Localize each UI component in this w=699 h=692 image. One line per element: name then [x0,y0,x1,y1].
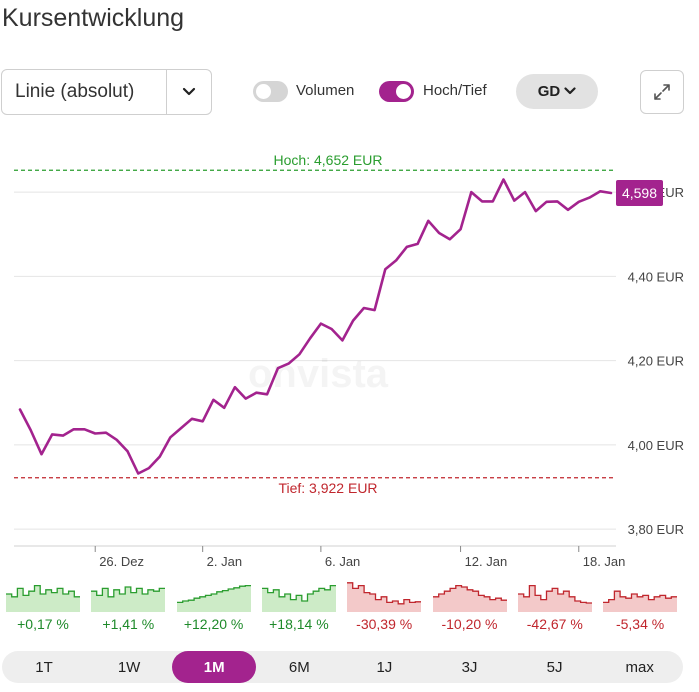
page-title: Kursentwicklung [2,4,185,32]
sparkline-area [432,585,507,612]
sparkline-line [176,584,251,604]
sparkline [347,582,422,612]
sparkline-line [517,584,592,604]
range-button-max[interactable]: max [625,658,654,676]
range-button-6m[interactable]: 6M [288,658,310,676]
performance-row: +0,17 % +1,41 % +12,20 % +18,14 % -30,39 % -1… [0,578,699,638]
volume-toggle-label: Volumen [296,82,355,99]
y-tick-label: 3,80 EUR [628,522,684,537]
range-button-1j[interactable]: 1J [376,658,393,676]
performance-item[interactable]: +12,20 % [176,578,251,638]
chart-type-select[interactable]: Linie (absolut) [1,69,212,115]
sparkline-line [347,582,422,605]
chevron-down-icon [564,87,576,95]
x-tick-label: 18. Jan [583,554,626,569]
performance-value: +12,20 % [183,616,244,632]
highlow-toggle[interactable] [379,81,414,102]
performance-value: -10,20 % [441,616,498,632]
range-button-1w[interactable]: 1W [117,658,141,676]
toggle-knob [396,84,411,99]
range-button-1t[interactable]: 1T [35,658,53,676]
sparkline [6,584,80,612]
range-button-3j[interactable]: 3J [461,658,478,676]
chart-type-value: Linie (absolut) [15,81,135,102]
sparkline [261,584,336,612]
performance-item[interactable]: -30,39 % [347,578,422,638]
low-label: Tief: 3,922 EUR [278,480,377,496]
toggle-knob [256,84,271,99]
sparkline-area [603,591,678,612]
performance-value: -30,39 % [356,616,413,632]
price-line[interactable] [18,178,613,475]
performance-value: +0,17 % [17,616,69,632]
gd-dropdown-button[interactable]: GD [516,74,598,109]
performance-item[interactable]: -10,20 % [432,578,507,638]
sparkline [432,584,507,612]
performance-item[interactable]: -42,67 % [517,578,592,638]
performance-value: -42,67 % [526,616,583,632]
sparkline-area [176,585,251,612]
x-tick-label: 26. Dez [99,554,144,569]
x-tick-label: 6. Jan [325,554,360,569]
sparkline-area [6,585,80,612]
range-button-1m[interactable]: 1M [172,651,257,683]
sparkline-line [261,584,336,602]
high-label: Hoch: 4,652 EUR [274,152,383,168]
y-tick-label: 4,20 EUR [628,354,684,369]
time-range-selector: 1T 1W 1M 6M 1J 3J 5J max [2,651,683,683]
y-tick-label: 4,40 EUR [628,269,684,284]
watermark: onvista [248,352,389,396]
range-button-5j[interactable]: 5J [546,658,563,676]
performance-value: +1,41 % [102,616,155,632]
sparkline [603,590,678,612]
sparkline [176,584,251,612]
gd-label: GD [537,83,561,100]
sparkline-area [261,585,336,612]
last-price-label: 4,598 [622,185,657,201]
last-price-badge [616,179,663,206]
x-tick-label: 2. Jan [207,554,242,569]
chevron-down-icon[interactable] [166,70,211,114]
expand-icon [654,84,670,100]
highlow-toggle-label: Hoch/Tief [423,82,487,99]
sparkline-line [603,590,678,604]
sparkline-area [517,585,592,612]
y-tick-label: 4,00 EUR [628,438,684,453]
sparkline-line [91,586,166,598]
sparkline-line [6,584,80,598]
sparkline-area [91,587,166,612]
performance-item[interactable]: +1,41 % [91,578,166,638]
volume-toggle[interactable] [253,81,288,102]
sparkline-line [432,584,507,601]
fullscreen-button[interactable] [640,70,684,114]
performance-item[interactable]: +18,14 % [261,578,336,638]
performance-value: +18,14 % [269,616,329,632]
sparkline [91,586,166,612]
x-tick-label: 12. Jan [465,554,508,569]
performance-value: -5,34 % [615,616,665,632]
sparkline [517,584,592,612]
performance-item[interactable]: -5,34 % [603,578,678,638]
performance-item[interactable]: +0,17 % [6,578,80,638]
